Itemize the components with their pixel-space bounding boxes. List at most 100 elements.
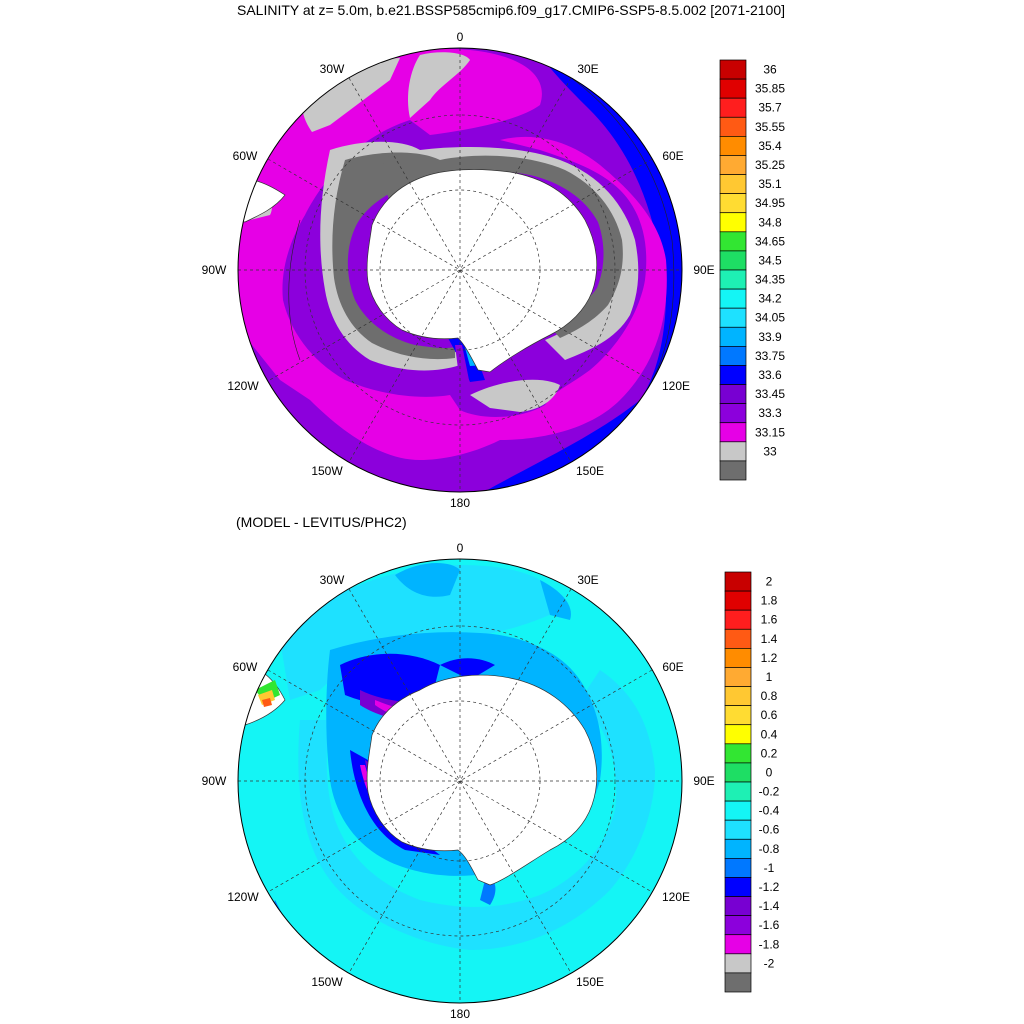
difference-map-title: (MODEL - LEVITUS/PHC2) (236, 514, 407, 530)
difference-lon-labels: 0 30E 60E 90E 120E 150E 180 150W 120W 90… (202, 541, 715, 1021)
difference-colorbar-label: 2 (766, 575, 773, 589)
salinity-colorbar-swatch (719, 422, 747, 443)
difference-colorbar-label: 0.6 (761, 708, 778, 722)
difference-colorbar-swatch (724, 724, 752, 745)
salinity-polar-map (237, 47, 683, 493)
difference-colorbar-label: 1.8 (761, 594, 778, 608)
lon-label-120w: 120W (227, 890, 259, 904)
lon-label-90e: 90E (693, 774, 714, 788)
salinity-map-border (237, 47, 683, 493)
salinity-colorbar-label: 33.45 (755, 387, 785, 401)
difference-colorbar-swatch (724, 972, 752, 993)
difference-colorbar-swatch (724, 838, 752, 859)
lon-label-150w: 150W (311, 975, 343, 989)
difference-colorbar-label: -1 (764, 861, 775, 875)
antarctica-landmass-1 (366, 169, 598, 373)
lon-label-180: 180 (450, 1007, 470, 1021)
salinity-colorbar-swatch (719, 136, 747, 156)
salinity-colorbar-label: 35.55 (755, 120, 785, 134)
lon-label-90e: 90E (693, 263, 714, 277)
salinity-colorbar-swatch (719, 212, 747, 233)
lon-label-30e: 30E (577, 573, 598, 587)
difference-colorbar-swatch (724, 705, 752, 726)
salinity-map-title: SALINITY at z= 5.0m, b.e21.BSSP585cmip6.… (237, 2, 786, 18)
salinity-colorbar-swatch (719, 326, 747, 347)
salinity-colorbar-swatch (719, 403, 747, 424)
salinity-lon-labels: 0 30E 60E 90E 120E 150E 180 150W 120W 90… (202, 30, 715, 510)
salinity-colorbar-label: 34.95 (755, 196, 785, 210)
salinity-colorbar-swatch (719, 174, 747, 194)
difference-colorbar-label: 0.4 (761, 727, 778, 741)
difference-colorbar-swatch (724, 628, 752, 649)
difference-colorbar-swatch (724, 590, 752, 611)
salinity-colorbar-swatch (719, 116, 747, 137)
difference-colorbar-swatch (724, 762, 752, 783)
lon-label-120e: 120E (662, 379, 690, 393)
salinity-colorbar-label: 33.3 (758, 406, 782, 420)
lon-label-150e: 150E (576, 975, 604, 989)
salinity-colorbar-label: 35.7 (758, 101, 782, 115)
salinity-colorbar-label: 36 (763, 63, 777, 77)
difference-colorbar-swatch (724, 571, 752, 592)
difference-colorbar-label: 0.2 (761, 746, 778, 760)
difference-colorbar-label: -1.6 (759, 918, 780, 932)
salinity-colorbar-swatch (719, 269, 747, 290)
lon-label-30w: 30W (320, 573, 345, 587)
lon-label-0: 0 (457, 541, 464, 555)
salinity-colorbar-swatch (719, 441, 747, 462)
difference-colorbar-swatch (724, 686, 752, 706)
salinity-colorbar-swatch (719, 460, 747, 481)
salinity-colorbar-swatch (719, 59, 747, 80)
salinity-colorbar-swatch (719, 193, 747, 214)
salinity-colorbar-swatch (719, 346, 747, 366)
salinity-colorbar: 36 35.85 35.7 35.55 35.4 35.25 35.1 34.95 34.8 34… (719, 59, 785, 481)
salinity-colorbar-label: 34.5 (758, 253, 782, 267)
salinity-colorbar-swatch (719, 307, 747, 328)
difference-colorbar-label: -0.4 (759, 804, 780, 818)
lon-label-60w: 60W (233, 660, 258, 674)
difference-colorbar-swatch (724, 877, 752, 897)
salinity-blue-region (470, 55, 682, 492)
salinity-darkgrey-ring (332, 152, 623, 360)
lon-label-120w: 120W (227, 379, 259, 393)
lon-label-150w: 150W (311, 464, 343, 478)
lon-label-60e: 60E (662, 660, 683, 674)
difference-colorbar-swatch (724, 609, 752, 630)
difference-colorbar-swatch (724, 915, 752, 936)
difference-colorbar-swatch (724, 858, 752, 878)
salinity-colorbar-label: 34.05 (755, 311, 785, 325)
difference-colorbar-swatch (724, 934, 752, 955)
difference-colorbar-label: 1.6 (761, 613, 778, 627)
salinity-colorbar-swatch (719, 97, 747, 118)
salinity-colorbar-label: 35.85 (755, 82, 785, 96)
difference-colorbar-label: -1.2 (759, 880, 780, 894)
difference-colorbar-label: 0.8 (761, 689, 778, 703)
salinity-colorbar-label: 34.35 (755, 273, 785, 287)
salinity-colorbar-label: 33 (763, 444, 777, 458)
difference-colorbar-swatch (724, 800, 752, 821)
salinity-colorbar-label: 33.75 (755, 349, 785, 363)
difference-light-blue-ring (298, 670, 655, 950)
difference-colorbar-swatch (724, 819, 752, 840)
salinity-colorbar-swatch (719, 384, 747, 404)
lon-label-90w: 90W (202, 263, 227, 277)
salinity-colorbar-swatch (719, 78, 747, 99)
difference-colorbar-label: -0.8 (759, 842, 780, 856)
difference-colorbar-label: -1.8 (759, 937, 780, 951)
salinity-colorbar-label: 34.2 (758, 292, 782, 306)
lon-label-60e: 60E (662, 149, 683, 163)
salinity-colorbar-swatch (719, 231, 747, 252)
difference-colorbar-label: 1 (766, 670, 773, 684)
difference-colorbar-label: 1.2 (761, 651, 778, 665)
difference-colorbar-swatch (724, 648, 752, 668)
lon-label-30w: 30W (320, 62, 345, 76)
difference-colorbar-swatch (724, 667, 752, 687)
salinity-colorbar-label: 33.9 (758, 330, 782, 344)
lon-label-150e: 150E (576, 464, 604, 478)
difference-colorbar-label: -2 (764, 956, 775, 970)
lon-label-90w: 90W (202, 774, 227, 788)
salinity-colorbar-label: 34.8 (758, 215, 782, 229)
salinity-colorbar-label: 33.15 (755, 425, 785, 439)
difference-colorbar-label: 0 (766, 765, 773, 779)
salinity-colorbar-swatch (719, 365, 747, 385)
